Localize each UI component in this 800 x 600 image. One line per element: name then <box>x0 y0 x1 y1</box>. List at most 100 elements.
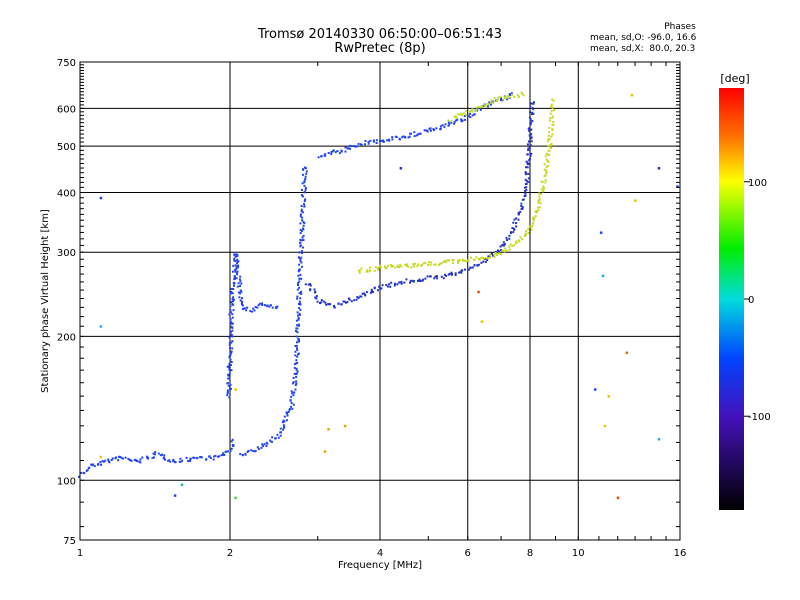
trace-point <box>396 283 399 286</box>
y-tick-label: 750 <box>57 58 76 69</box>
trace-point <box>394 282 396 285</box>
trace-point <box>529 121 532 124</box>
trace-point <box>530 140 533 143</box>
trace-point <box>461 269 464 272</box>
trace-point <box>214 454 217 457</box>
trace-point <box>525 182 528 185</box>
trace-point <box>504 96 507 99</box>
trace-point <box>300 210 303 213</box>
trace-point <box>297 282 300 284</box>
trace-point <box>299 258 302 260</box>
trace-point <box>117 459 120 462</box>
trace-point <box>230 301 233 303</box>
trace-point <box>528 159 531 162</box>
trace-point <box>497 252 500 255</box>
trace-point <box>233 284 235 287</box>
trace-point <box>379 140 381 142</box>
trace-point <box>270 440 273 443</box>
trace-point <box>120 456 123 459</box>
trace-point <box>365 270 368 273</box>
trace-point <box>235 253 238 256</box>
trace-point <box>174 461 177 464</box>
trace-point <box>147 457 150 460</box>
trace-point <box>440 275 443 278</box>
trace-point <box>303 181 306 184</box>
trace-point <box>434 275 437 278</box>
trace-point <box>107 458 110 461</box>
trace-point <box>468 268 471 271</box>
stray-point <box>657 437 661 441</box>
trace-point <box>491 254 494 257</box>
trace-point <box>492 101 495 104</box>
trace-point <box>302 234 305 237</box>
stray-point <box>676 185 679 188</box>
trace-point <box>234 269 237 271</box>
trace-point <box>230 387 232 390</box>
trace-point <box>412 279 415 282</box>
trace-point <box>364 140 367 142</box>
trace-point <box>550 135 553 138</box>
trace-point <box>181 459 184 462</box>
trace-point <box>232 303 235 306</box>
trace-point <box>451 273 453 276</box>
trace-point <box>296 295 299 298</box>
trace-point <box>489 253 492 256</box>
trace-point <box>269 304 272 307</box>
trace-point <box>268 305 271 308</box>
trace-point <box>550 109 553 112</box>
trace-point <box>297 323 300 326</box>
trace-point <box>547 138 550 141</box>
trace-point <box>279 427 282 430</box>
trace-point <box>333 304 335 307</box>
trace-point <box>545 169 548 172</box>
trace-point <box>295 319 298 322</box>
trace-point <box>543 187 545 190</box>
trace-point <box>448 272 451 275</box>
trace-point <box>357 297 360 299</box>
trace-point <box>229 383 232 386</box>
trace-point <box>293 366 296 369</box>
trace-point <box>430 261 433 264</box>
trace-point <box>217 455 219 458</box>
trace-point <box>404 263 407 266</box>
trace-point <box>505 236 508 239</box>
trace-point <box>271 436 274 439</box>
trace-point <box>442 277 445 280</box>
trace-point <box>300 277 303 280</box>
trace-point <box>193 456 196 459</box>
trace-point <box>364 143 366 146</box>
trace-point <box>534 210 537 213</box>
trace-point <box>227 377 230 380</box>
trace-point <box>524 172 527 175</box>
trace-point <box>445 274 448 277</box>
trace-point <box>338 152 341 155</box>
trace-point <box>86 469 89 472</box>
trace-point <box>230 333 233 336</box>
trace-point <box>526 163 529 166</box>
colorbar <box>719 88 744 510</box>
trace-point <box>347 297 350 300</box>
trace-point <box>295 344 298 347</box>
trace-point <box>508 245 511 248</box>
trace-point <box>360 267 363 270</box>
trace-point <box>302 195 305 198</box>
trace-point <box>379 266 382 268</box>
trace-point <box>420 264 423 267</box>
trace-point <box>487 103 490 106</box>
trace-point <box>237 260 240 263</box>
trace-point <box>309 283 311 286</box>
trace-point <box>422 262 425 265</box>
trace-point <box>108 461 111 464</box>
trace-point <box>468 112 471 115</box>
trace-point <box>213 455 216 458</box>
trace-point <box>154 451 157 454</box>
trace-point <box>548 131 551 134</box>
trace-point <box>455 116 458 119</box>
x-tick-label: 10 <box>572 548 585 559</box>
trace-point <box>245 309 248 312</box>
trace-point <box>544 155 547 158</box>
trace-point <box>493 253 496 256</box>
trace-point <box>473 113 476 116</box>
trace-point <box>530 152 533 155</box>
trace-point <box>294 354 297 357</box>
